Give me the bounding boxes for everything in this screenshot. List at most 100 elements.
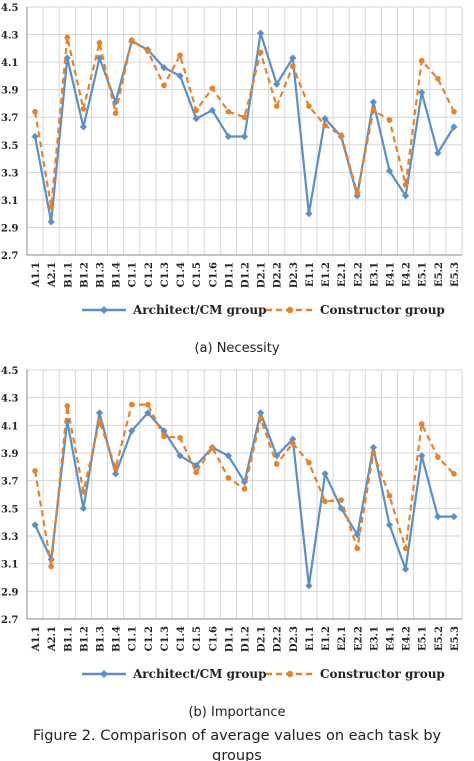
x-tick-label: D2.3 xyxy=(289,626,300,652)
point-architect xyxy=(305,210,313,218)
point-architect xyxy=(192,115,200,123)
point-architect xyxy=(450,513,458,521)
point-constructor xyxy=(257,49,264,56)
point-constructor xyxy=(48,563,54,570)
x-tick-label: D1.2 xyxy=(241,626,252,652)
point-architect xyxy=(353,531,361,539)
x-tick-label: C1.6 xyxy=(208,626,219,651)
point-constructor xyxy=(354,545,361,552)
x-tick-label: E4.1 xyxy=(386,262,397,287)
point-constructor xyxy=(96,40,103,46)
x-tick-label: E3.1 xyxy=(369,262,380,287)
legend-importance: Architect/CM group Constructor group xyxy=(82,667,445,681)
x-tick-label: A1.1 xyxy=(31,262,42,288)
point-constructor xyxy=(128,401,135,408)
x-tick-label: B1.3 xyxy=(96,262,107,288)
x-tick-label: E1.2 xyxy=(321,262,332,287)
x-tick-label: A1.1 xyxy=(31,626,42,652)
x-tick-label: E2.1 xyxy=(337,626,348,651)
x-tick-label: C1.4 xyxy=(176,262,187,287)
subcaption-necessity: (a) Necessity xyxy=(194,341,279,356)
y-tick-label: 3.3 xyxy=(1,168,18,179)
point-constructor xyxy=(112,110,119,116)
point-constructor xyxy=(209,444,216,451)
y-tick-label: 4.1 xyxy=(1,421,18,432)
point-constructor xyxy=(273,103,280,109)
point-constructor xyxy=(145,48,151,54)
x-tick-label: C1.5 xyxy=(192,262,203,287)
point-architect xyxy=(79,504,87,512)
point-architect xyxy=(321,115,329,123)
x-tick-label: E5.1 xyxy=(418,626,429,651)
x-tick-label: D1.1 xyxy=(224,626,235,652)
x-tick-label: E5.2 xyxy=(434,262,445,287)
x-tick-label: A2.1 xyxy=(47,626,58,652)
x-tick-label: B1.2 xyxy=(79,262,90,288)
x-tick-label: B1.4 xyxy=(112,262,123,288)
x-tick-label: C1.2 xyxy=(144,262,155,287)
point-constructor xyxy=(161,82,167,89)
y-tick-label: 2.9 xyxy=(1,587,18,598)
series-line-constructor xyxy=(34,36,455,208)
subcaption-importance: (b) Importance xyxy=(188,705,285,720)
point-architect xyxy=(402,192,410,200)
y-tick-label: 3.3 xyxy=(1,532,18,543)
point-constructor xyxy=(225,475,232,481)
legend-necessity: Architect/CM group Constructor group xyxy=(82,303,445,317)
x-tick-label: B1.1 xyxy=(63,626,74,652)
y-tick-label: 3.1 xyxy=(1,196,18,207)
x-tick-label: A2.1 xyxy=(47,262,58,288)
point-constructor xyxy=(386,493,393,499)
legend-architect-label: Architect/CM group xyxy=(132,667,266,681)
point-constructor xyxy=(193,469,199,476)
y-tick-label: 3.7 xyxy=(1,477,18,488)
x-tick-label: C1.4 xyxy=(176,626,187,651)
legend-architect-marker xyxy=(100,306,108,314)
legend-constructor-label: Constructor group xyxy=(320,303,445,317)
point-architect xyxy=(63,54,71,62)
point-constructor xyxy=(322,122,328,129)
x-tick-label: B1.2 xyxy=(79,626,90,652)
y-tick-label: 3.5 xyxy=(1,141,18,152)
x-tick-label: E3.1 xyxy=(369,626,380,651)
point-constructor xyxy=(451,470,457,477)
x-tick-label: D2.2 xyxy=(273,262,284,288)
point-constructor xyxy=(306,459,312,466)
point-constructor xyxy=(338,132,344,138)
point-architect xyxy=(95,409,104,417)
x-tick-label: E5.3 xyxy=(450,626,461,651)
point-constructor xyxy=(435,454,441,460)
point-constructor xyxy=(177,434,183,441)
point-architect xyxy=(112,470,120,478)
point-architect xyxy=(224,452,232,460)
x-tick-label: E4.2 xyxy=(402,262,413,287)
legend-architect-label: Architect/CM group xyxy=(132,303,266,317)
x-tick-label: E2.2 xyxy=(353,626,364,651)
point-architect xyxy=(305,582,313,590)
x-tick-label: B1.1 xyxy=(63,262,74,288)
x-tick-label: E5.1 xyxy=(418,262,429,287)
point-architect xyxy=(321,470,329,478)
point-architect xyxy=(160,427,168,435)
legend-constructor-marker xyxy=(286,306,294,314)
point-constructor xyxy=(241,486,248,492)
point-constructor xyxy=(48,203,54,210)
x-tick-label: C1.6 xyxy=(208,262,219,287)
x-tick-label: E5.3 xyxy=(450,262,461,287)
point-constructor xyxy=(80,106,87,112)
point-architect xyxy=(289,54,297,62)
chart-necessity: 2.7 2.9 3.1 3.3 3.5 3.7 3.9 4.1 4.3 4.5 A1.1 A2.1 B1… xyxy=(1,3,463,288)
point-architect xyxy=(95,54,104,62)
point-constructor xyxy=(32,468,38,474)
chart-importance: 2.7 2.9 3.1 3.3 3.5 3.7 3.9 4.1 4.3 4.5 A1.1 A2.1 B1… xyxy=(1,366,463,652)
figure-caption-line1: Figure 2. Comparison of average values o… xyxy=(33,728,442,744)
point-architect xyxy=(450,123,458,131)
point-constructor xyxy=(145,401,151,408)
point-constructor xyxy=(402,181,409,188)
point-constructor xyxy=(338,497,344,503)
point-constructor xyxy=(128,37,135,43)
point-architect xyxy=(257,409,265,417)
point-architect xyxy=(273,452,281,460)
point-constructor xyxy=(386,117,393,123)
